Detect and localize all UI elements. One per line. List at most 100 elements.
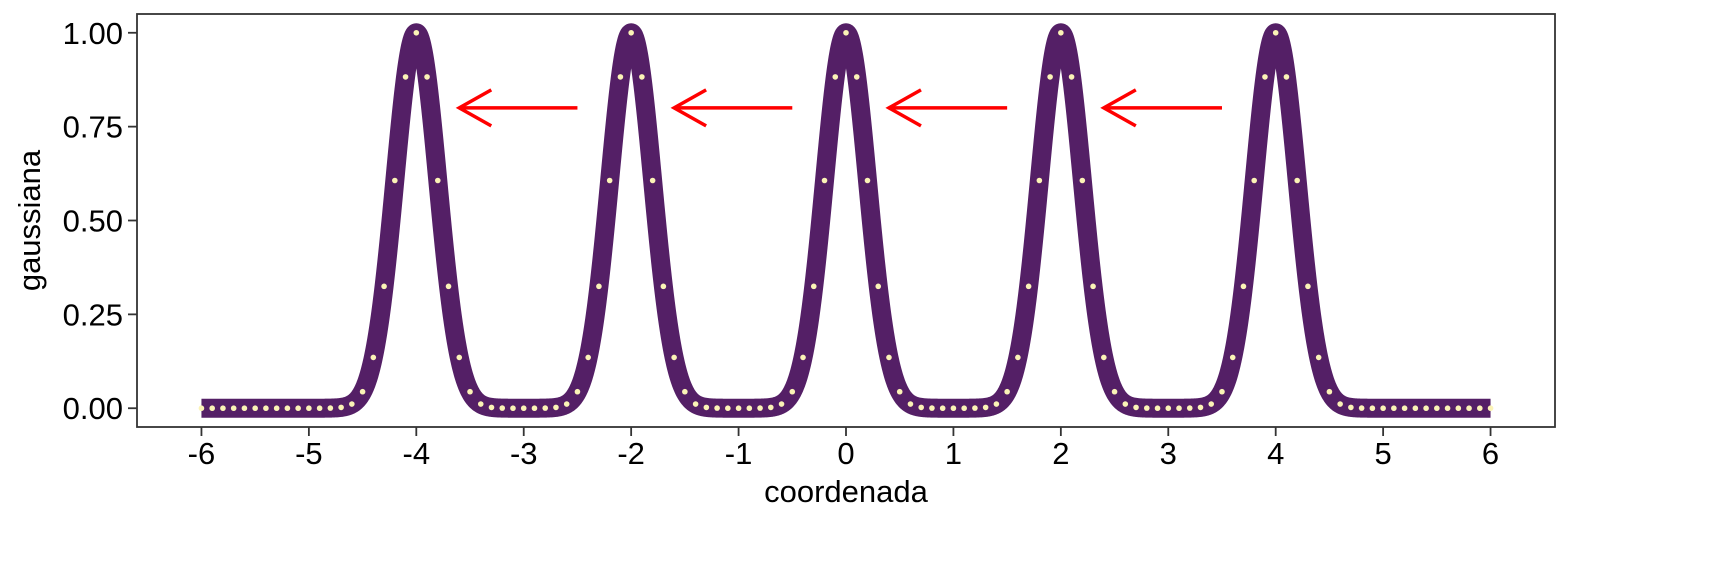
data-point [1143, 405, 1150, 411]
data-point [413, 29, 420, 36]
data-point [1305, 283, 1311, 290]
data-point [918, 404, 924, 411]
data-point [434, 177, 441, 184]
data-point [843, 29, 849, 36]
left-arrow [455, 88, 578, 128]
data-point [1412, 405, 1419, 412]
arrow-head [455, 88, 493, 128]
data-point [1444, 405, 1451, 412]
data-point [220, 405, 226, 412]
data-point [467, 388, 473, 395]
data-point [628, 29, 634, 36]
data-point [1315, 354, 1322, 361]
data-point [520, 405, 527, 412]
data-point [1477, 405, 1483, 412]
y-tick-label: 0.25 [63, 297, 123, 332]
x-tick-label: -6 [188, 436, 216, 471]
data-point [1423, 405, 1429, 412]
data-point [800, 354, 806, 361]
x-tick-label: 5 [1374, 436, 1391, 471]
data-point [1434, 405, 1440, 412]
data-point [359, 388, 366, 395]
data-point [1004, 388, 1010, 395]
data-point [306, 405, 312, 412]
data-point [563, 401, 570, 407]
data-point [1122, 401, 1129, 407]
data-point [703, 404, 710, 411]
x-tick-label: -3 [510, 436, 538, 471]
x-tick-label: -2 [617, 436, 645, 471]
data-point [209, 405, 215, 412]
plot-area [192, 23, 1500, 418]
data-point [832, 74, 839, 80]
data-point [821, 177, 828, 184]
data-point [735, 405, 742, 412]
data-point [1251, 177, 1258, 184]
data-point [553, 404, 559, 411]
data-point [263, 405, 269, 412]
data-point [1154, 405, 1161, 412]
data-point [1487, 405, 1494, 412]
data-point [1133, 404, 1139, 411]
data-point [230, 405, 237, 412]
y-tick-label: 1.00 [63, 16, 123, 51]
data-point [1176, 405, 1182, 412]
arrow-head [1100, 88, 1137, 128]
data-point [499, 405, 506, 411]
data-point [327, 405, 334, 411]
data-point [1348, 404, 1354, 411]
data-point [1369, 405, 1376, 412]
data-point [316, 405, 323, 412]
data-point [864, 177, 871, 184]
x-tick-label: 4 [1267, 436, 1284, 471]
data-point [886, 354, 892, 361]
data-point [445, 283, 452, 290]
data-point [682, 388, 688, 395]
data-point [198, 405, 205, 412]
data-point [477, 401, 484, 407]
data-point [746, 405, 753, 412]
data-point [972, 405, 978, 411]
data-point [778, 401, 785, 407]
data-point [1197, 404, 1204, 411]
data-point [1229, 354, 1236, 361]
data-point [531, 405, 538, 412]
data-point [370, 354, 377, 361]
data-point [1358, 405, 1365, 411]
data-point [1401, 405, 1408, 412]
data-point [488, 404, 495, 411]
data-point [789, 388, 796, 395]
data-point [1208, 401, 1215, 407]
x-tick-label: 6 [1482, 436, 1499, 471]
data-point [606, 177, 613, 184]
data-point [1380, 405, 1386, 412]
data-point [1079, 177, 1086, 184]
data-point [381, 283, 387, 290]
data-point [1047, 74, 1053, 80]
data-point [542, 405, 549, 411]
data-point [961, 405, 967, 412]
data-point [1240, 283, 1247, 290]
data-point [295, 405, 301, 412]
data-point [660, 283, 667, 290]
x-tick-label: -1 [725, 436, 753, 471]
x-tick-label: -5 [295, 436, 323, 471]
data-point [252, 405, 258, 412]
x-tick-label: 2 [1052, 436, 1069, 471]
data-point [1058, 29, 1064, 36]
data-point [1455, 405, 1462, 412]
data-point [810, 283, 817, 290]
x-tick-label: 0 [837, 436, 854, 471]
left-arrow [670, 88, 793, 128]
data-point [639, 74, 645, 80]
data-point [875, 283, 882, 290]
data-point [907, 401, 914, 407]
y-axis-title: gaussiana [12, 149, 47, 291]
data-point [1165, 405, 1172, 412]
data-point [617, 74, 624, 80]
data-point [596, 283, 602, 290]
data-point [1036, 177, 1043, 184]
data-point [692, 401, 699, 407]
data-point [1272, 29, 1279, 36]
